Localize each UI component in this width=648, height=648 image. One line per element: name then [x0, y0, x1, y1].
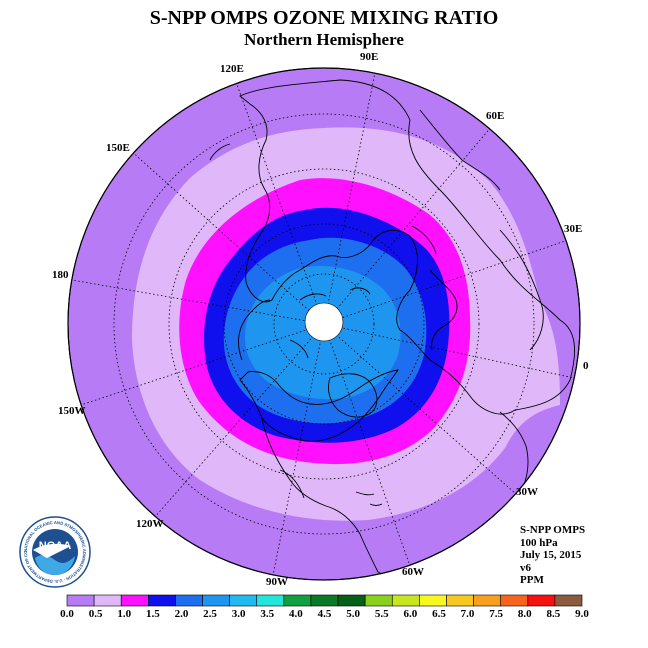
colorbar-cell: [256, 594, 285, 607]
info-block: S-NPP OMPS 100 hPa July 15, 2015 v6 PPM: [520, 524, 585, 587]
colorbar-cell: [473, 594, 501, 607]
lon-label-60e: 60E: [486, 110, 505, 122]
lon-label-60w: 60W: [402, 566, 424, 578]
colorbar-tick-label: 3.5: [260, 608, 275, 620]
info-instrument: S-NPP OMPS: [520, 524, 586, 536]
lon-label-90w: 90W: [266, 576, 288, 588]
colorbar-cell: [391, 594, 420, 607]
colorbar-tick-label: 4.0: [289, 608, 303, 620]
lon-label-0: 0: [583, 360, 589, 372]
colorbar-tick-label: 6.5: [432, 608, 446, 620]
colorbar-tick-label: 0.0: [60, 608, 74, 620]
colorbar-tick-label: 9.0: [575, 608, 589, 620]
colorbar-tick-label: 8.0: [517, 608, 532, 620]
map-subtitle: Northern Hemisphere: [244, 30, 404, 49]
colorbar-tick-label: 4.5: [317, 608, 332, 620]
colorbar-tick-label: 2.5: [203, 608, 217, 620]
colorbar-tick-label: 0.5: [88, 608, 103, 620]
colorbar-cell: [419, 594, 447, 607]
colorbar-cell: [93, 594, 122, 607]
info-version: v6: [520, 561, 531, 574]
colorbar-cell: [202, 594, 230, 607]
colorbar-cell: [337, 594, 366, 607]
colorbar-cell: [120, 594, 149, 607]
noaa-logo-text: NOAA: [39, 540, 71, 552]
info-units: PPM: [520, 574, 544, 586]
colorbar-cell: [283, 594, 312, 607]
noaa-logo: NOAA NATIONAL OCEANIC AND ATMOSPHERIC AD…: [19, 516, 91, 588]
colorbar-cell: [66, 594, 95, 607]
lon-label-180: 180: [52, 269, 69, 281]
lon-label-90e: 90E: [360, 51, 379, 63]
lon-label-30w: 30W: [516, 486, 538, 498]
lon-label-30e: 30E: [564, 223, 583, 235]
colorbar-cell: [364, 594, 393, 607]
lon-label-150e: 150E: [106, 142, 130, 154]
colorbar-cell: [148, 594, 176, 607]
colorbar-cell: [500, 594, 529, 607]
graticule: [71, 68, 575, 580]
lon-label-120w: 120W: [136, 518, 164, 530]
colorbar-cells: [66, 594, 583, 607]
colorbar-tick-label: 1.5: [145, 608, 160, 620]
colorbar-cell: [229, 594, 258, 607]
colorbar-cell: [446, 594, 474, 607]
colorbar-tick-label: 1.0: [117, 608, 132, 620]
colorbar-cell: [554, 594, 583, 607]
lon-label-150w: 150W: [58, 405, 86, 417]
colorbar-tick-label: 5.5: [374, 608, 389, 620]
colorbar-cell: [175, 594, 203, 607]
colorbar-tick-label: 7.5: [489, 608, 504, 620]
colorbar-tick-label: 6.0: [403, 608, 418, 620]
colorbar-tick-label: 3.0: [231, 608, 246, 620]
info-date: July 15, 2015: [520, 549, 582, 561]
colorbar-tick-label: 8.5: [546, 608, 561, 620]
map-title: S-NPP OMPS OZONE MIXING RATIO: [149, 7, 499, 29]
colorbar-tick-label: 7.0: [460, 608, 475, 620]
colorbar-cell: [310, 594, 339, 607]
colorbar-tick-label: 2.0: [174, 608, 189, 620]
pole-no-data: [304, 302, 344, 342]
colorbar-cell: [527, 594, 556, 607]
lon-label-120e: 120E: [220, 63, 244, 75]
info-level: 100 hPa: [520, 536, 558, 549]
map-border: [67, 67, 581, 581]
colorbar-tick-label: 5.0: [346, 608, 360, 620]
